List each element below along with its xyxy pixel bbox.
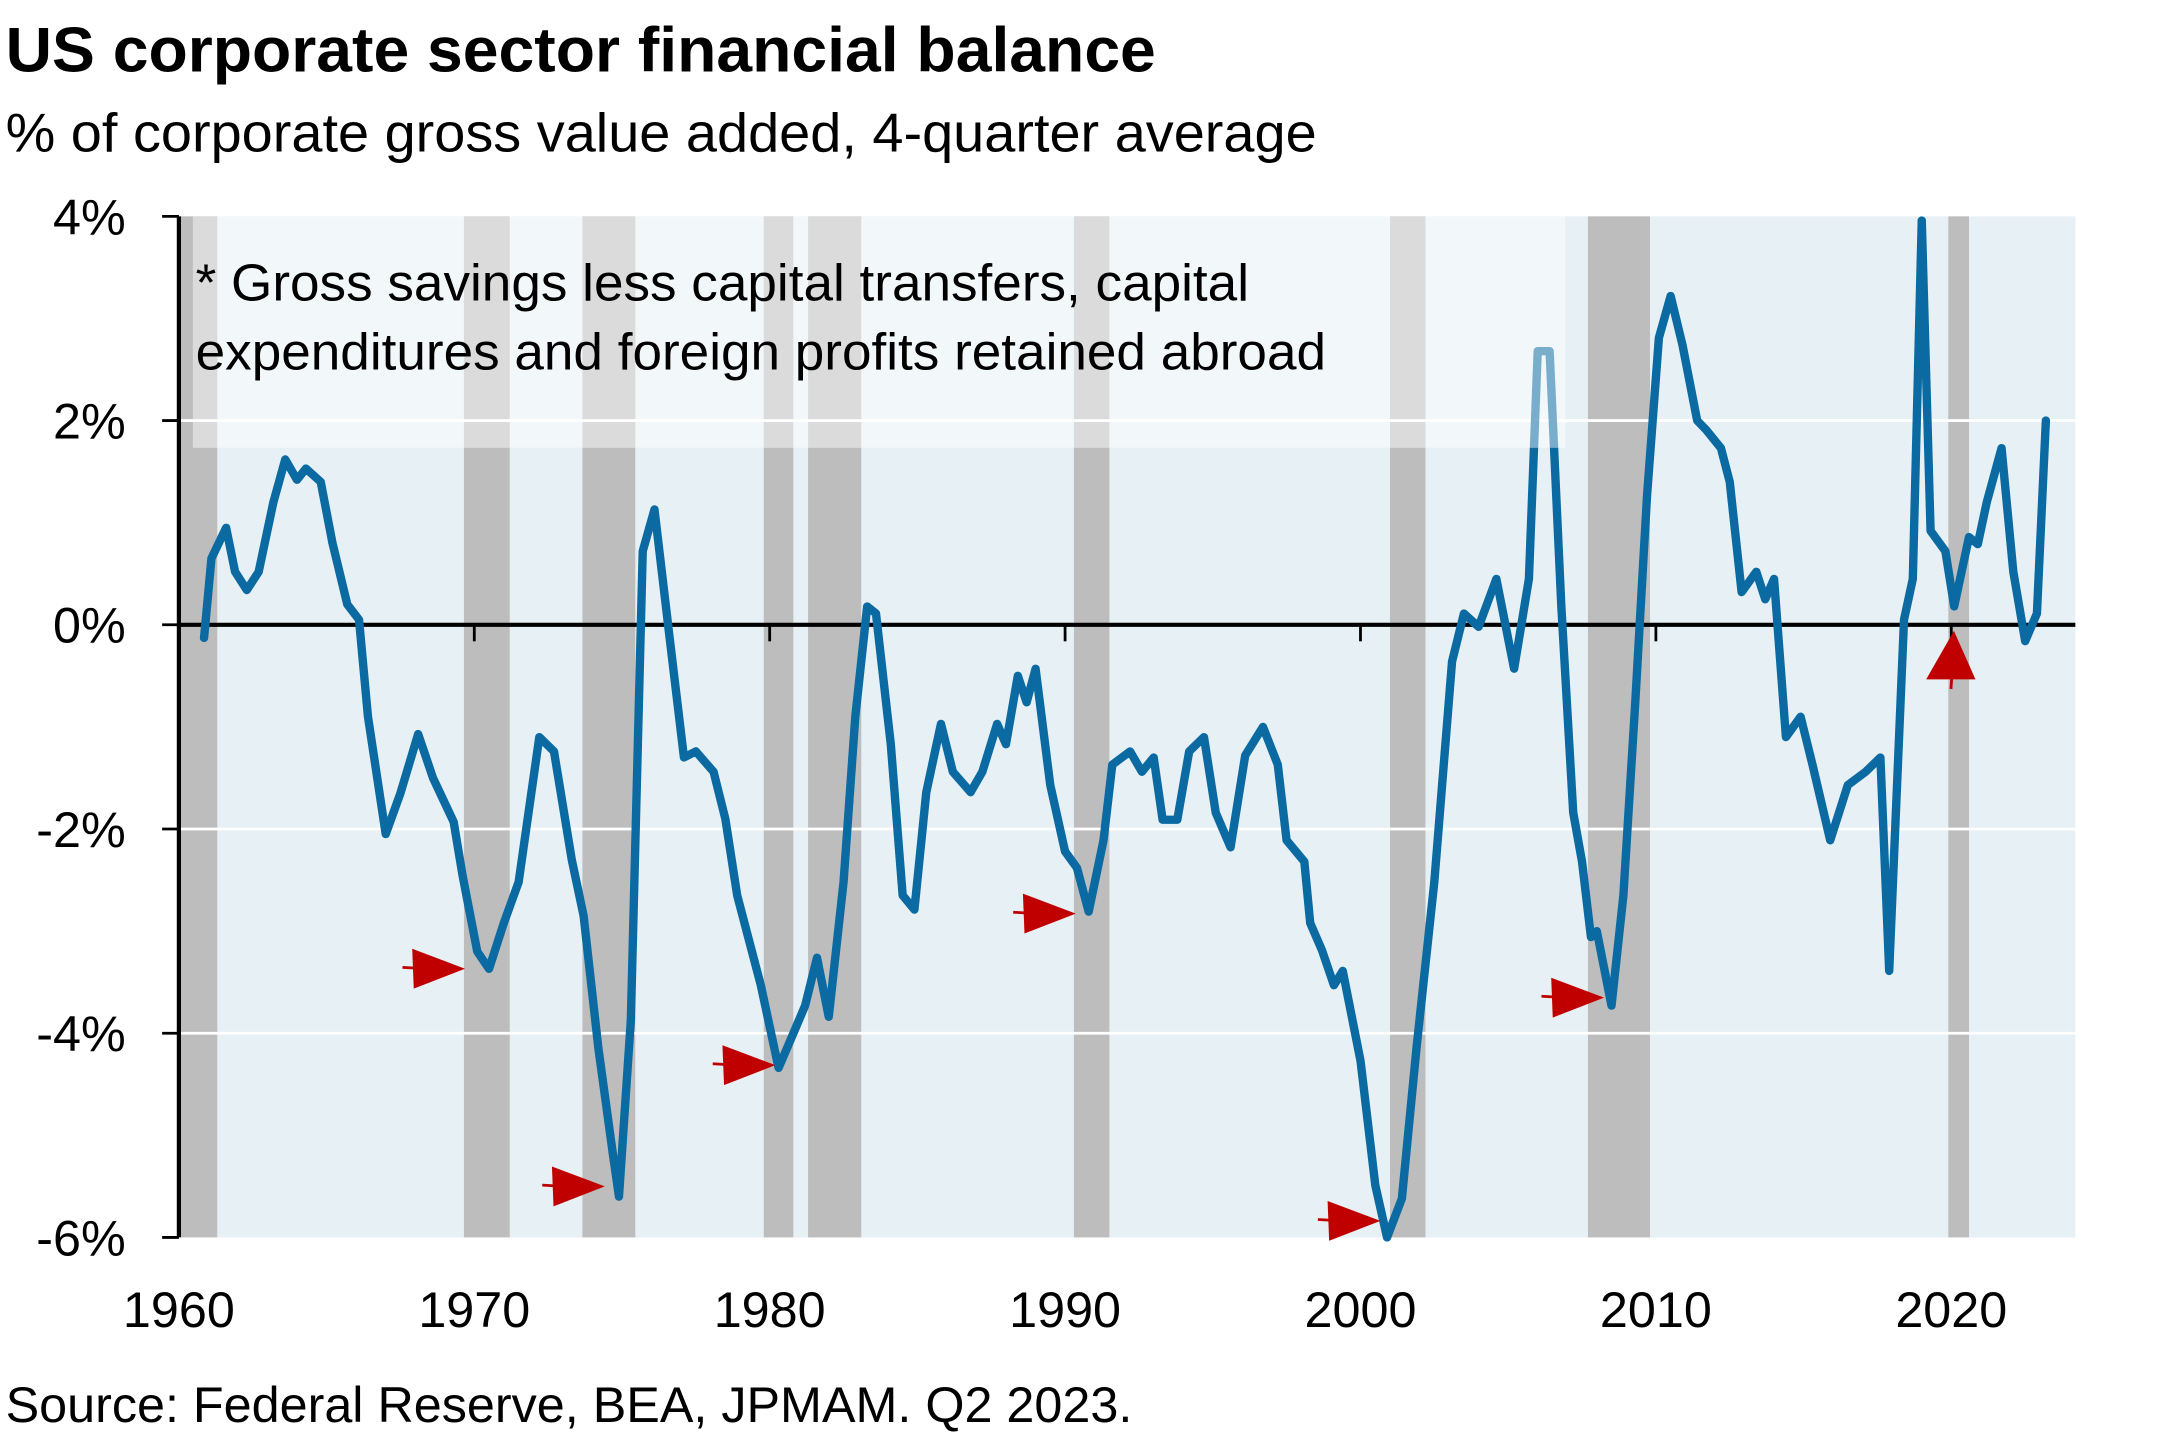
- y-tick-label: -6%: [36, 1211, 125, 1267]
- recession-band: [1948, 216, 1970, 1238]
- x-tick-label: 1960: [123, 1282, 235, 1338]
- x-tick-label: 2000: [1305, 1282, 1417, 1338]
- x-tick-label: 1980: [714, 1282, 826, 1338]
- y-tick-label: -4%: [36, 1006, 125, 1062]
- recession-band: [1390, 216, 1426, 1238]
- chart-subtitle: % of corporate gross value added, 4-quar…: [6, 102, 1317, 164]
- note-line: * Gross savings less capital transfers, …: [196, 254, 1249, 313]
- chart-title: US corporate sector financial balance: [6, 14, 1156, 85]
- y-tick-label: 4%: [53, 190, 126, 246]
- note-line: expenditures and foreign profits retaine…: [196, 323, 1326, 382]
- note-box: [192, 216, 1566, 448]
- series-line: [199, 216, 2051, 1242]
- arrow: [1317, 1200, 1381, 1241]
- recession-band: [1073, 216, 1110, 1238]
- arrow: [542, 1166, 605, 1207]
- arrow: [1013, 893, 1076, 934]
- x-tick-label: 1970: [418, 1282, 530, 1338]
- arrow: [1541, 977, 1605, 1018]
- source: Source: Federal Reserve, BEA, JPMAM. Q2 …: [6, 1377, 1133, 1433]
- x-tick-label: 2010: [1600, 1282, 1712, 1338]
- recession-band: [463, 216, 510, 1238]
- y-tick-label: -2%: [36, 802, 125, 858]
- arrow: [1926, 630, 1976, 690]
- arrow: [402, 948, 466, 989]
- x-tick-label: 2020: [1895, 1282, 2007, 1338]
- recession-band: [1587, 216, 1650, 1238]
- arrows: [402, 630, 1976, 1241]
- x-tick-label: 1990: [1009, 1282, 1121, 1338]
- y-tick-label: 0%: [53, 598, 126, 654]
- y-tick-label: 2%: [53, 394, 126, 450]
- recession-band: [180, 216, 218, 1238]
- arrow: [712, 1045, 776, 1086]
